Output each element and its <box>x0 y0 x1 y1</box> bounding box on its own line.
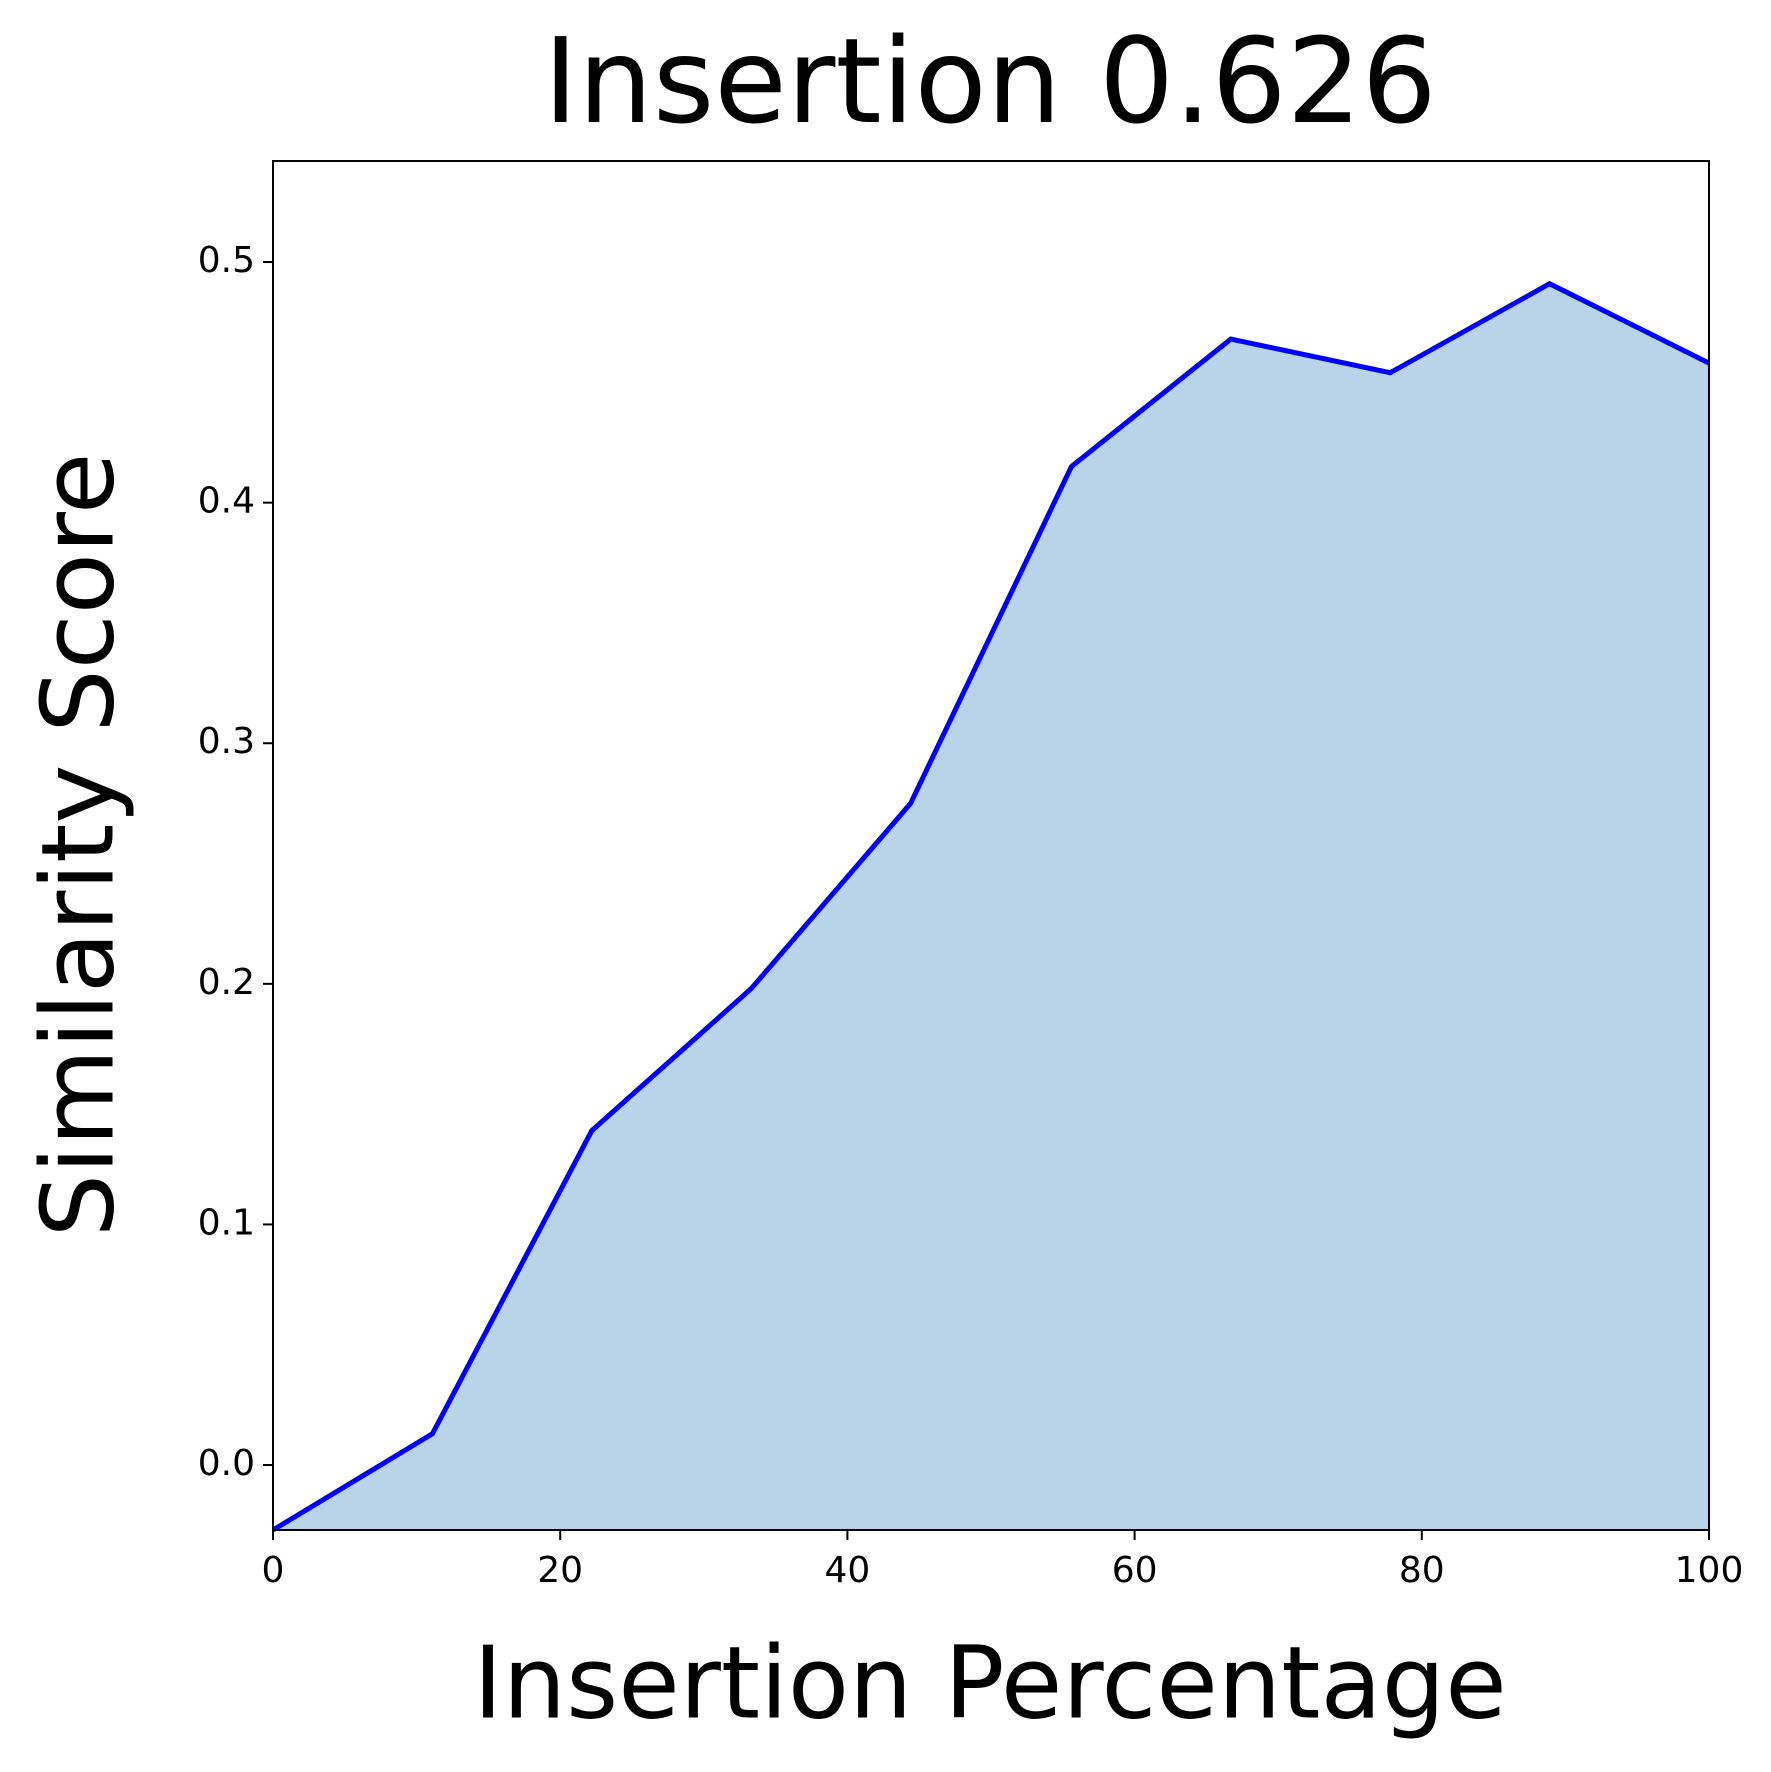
y-tick-label: 0.2 <box>198 962 255 1003</box>
area-fill <box>273 283 1709 1531</box>
x-tick-label: 80 <box>1399 1550 1445 1591</box>
line <box>271 280 1711 1533</box>
x-tick-label: 60 <box>1112 1550 1158 1591</box>
y-tick-label: 0.5 <box>198 240 255 281</box>
x-tick-label: 100 <box>1675 1550 1744 1591</box>
chart-title: Insertion 0.626 <box>543 12 1437 150</box>
y-axis-label: Similarity Score <box>19 453 136 1238</box>
x-axis-label: Insertion Percentage <box>473 1624 1507 1741</box>
y-tick-label: 0.4 <box>198 481 255 522</box>
x-tick-label: 0 <box>262 1550 285 1591</box>
y-tick-label: 0.3 <box>198 721 255 762</box>
x-tick-label: 40 <box>824 1550 870 1591</box>
y-tick-label: 0.1 <box>198 1202 255 1243</box>
y-tick-label: 0.0 <box>198 1443 255 1484</box>
x-tick-label: 20 <box>537 1550 583 1591</box>
plot-frame <box>272 160 1710 1531</box>
